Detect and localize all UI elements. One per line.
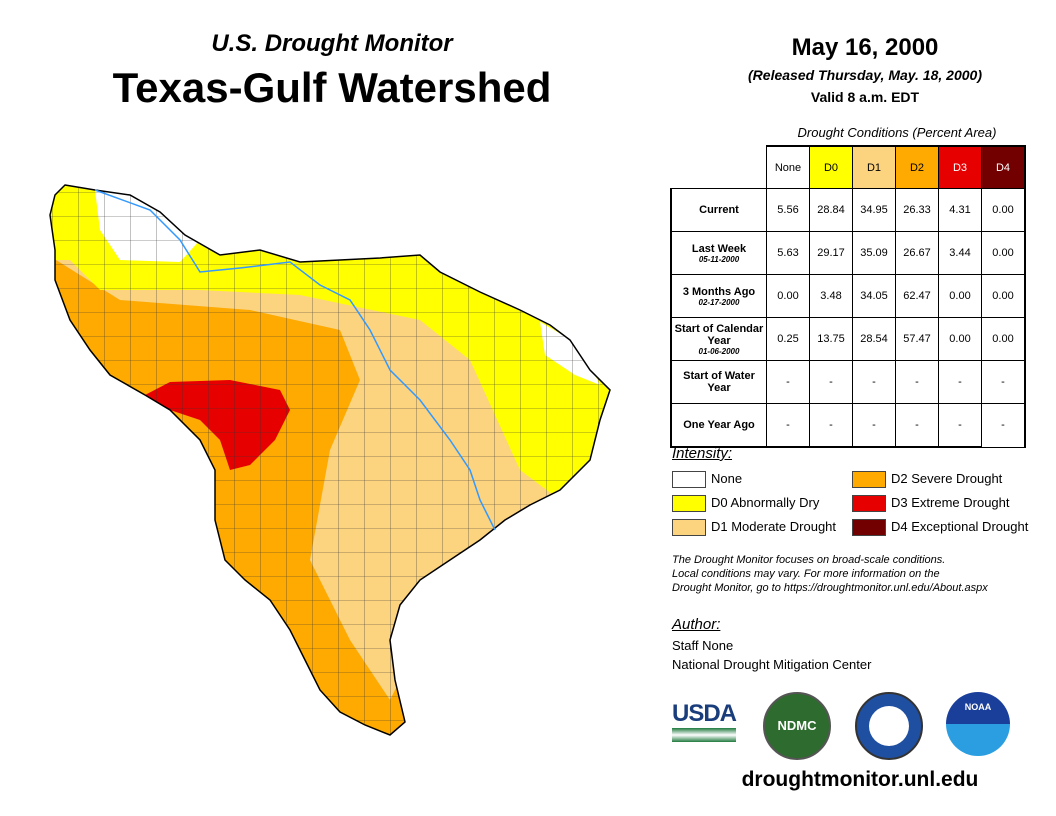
legend-swatch [672, 471, 706, 488]
legend-label: D2 Severe Drought [891, 471, 1003, 486]
legend-swatch [852, 471, 886, 488]
table-header-row: None D0 D1 D2 D3 D4 [671, 145, 1026, 189]
row-label: Start of Water Year [670, 360, 767, 404]
legend-label: D0 Abnormally Dry [711, 495, 820, 510]
table-cell: - [809, 360, 853, 404]
table-cell: 5.63 [766, 231, 810, 275]
table-cell: 0.25 [766, 317, 810, 361]
table-cell: 35.09 [852, 231, 896, 275]
table-cell: 0.00 [981, 317, 1026, 361]
table-cell: 57.47 [895, 317, 939, 361]
author-title: Author: [672, 616, 721, 633]
legend-label: D1 Moderate Drought [711, 519, 837, 534]
legend-swatch [672, 495, 706, 512]
table-cell: - [766, 360, 810, 404]
table-row: One Year Ago - - - - - - [670, 403, 1026, 448]
table-caption: Drought Conditions (Percent Area) [797, 125, 997, 140]
legend-label: None [711, 471, 743, 486]
col-d2: D2 [895, 145, 939, 189]
col-none: None [766, 145, 810, 189]
table-cell: 28.84 [809, 188, 853, 232]
col-d3: D3 [938, 145, 982, 189]
table-cell: 62.47 [895, 274, 939, 318]
table-cell: - [852, 360, 896, 404]
noaa-logo: NOAA [946, 692, 1010, 756]
legend-label: D4 Exceptional Drought [891, 519, 1029, 534]
table-cell: 3.44 [938, 231, 982, 275]
release-date: (Released Thursday, May. 18, 2000) [748, 67, 982, 83]
drought-conditions-table: None D0 D1 D2 D3 D4 Current 5.56 28.84 34.9… [670, 145, 1026, 448]
map-date: May 16, 2000 [791, 34, 939, 61]
commerce-seal-icon [855, 692, 923, 760]
ndmc-logo: NDMC [763, 692, 831, 760]
row-label: Start of Calendar Year 01-06-2000 [670, 317, 767, 361]
row-label: Current [670, 188, 767, 232]
author-org: National Drought Mitigation Center [672, 657, 872, 672]
legend-swatch [672, 519, 706, 536]
table-cell: - [852, 403, 896, 448]
author-name: Staff None [672, 638, 734, 653]
table-cell: 26.67 [895, 231, 939, 275]
col-d4: D4 [981, 145, 1026, 189]
disclaimer: The Drought Monitor focuses on broad-sca… [672, 553, 988, 595]
table-row: Current 5.56 28.84 34.95 26.33 4.31 0.00 [670, 188, 1026, 232]
table-row: Last Week 05-11-2000 5.63 29.17 35.09 26.67 3.… [670, 231, 1026, 275]
subtitle: U.S. Drought Monitor [211, 30, 453, 57]
table-cell: 13.75 [809, 317, 853, 361]
table-cell: 0.00 [938, 274, 982, 318]
usda-logo: USDA [672, 700, 737, 748]
table-cell: - [981, 403, 1026, 448]
watershed-map [49, 184, 611, 736]
table-cell: - [895, 403, 939, 448]
table-cell: 0.00 [981, 274, 1026, 318]
website-url[interactable]: droughtmonitor.unl.edu [741, 768, 979, 791]
table-cell: - [766, 403, 810, 448]
table-cell: 4.31 [938, 188, 982, 232]
table-cell: 26.33 [895, 188, 939, 232]
county-lines [50, 185, 610, 735]
table-cell: 0.00 [981, 231, 1026, 275]
row-label: One Year Ago [670, 403, 767, 448]
col-d0: D0 [809, 145, 853, 189]
table-cell: 0.00 [938, 317, 982, 361]
note-line: Drought Monitor, go to https://droughtmo… [672, 582, 988, 594]
legend-swatch [852, 495, 886, 512]
note-line: The Drought Monitor focuses on broad-sca… [672, 554, 946, 566]
table-cell: 3.48 [809, 274, 853, 318]
map-title: Texas-Gulf Watershed [112, 64, 552, 111]
table-row: Start of Calendar Year 01-06-2000 0.25 13.7… [670, 317, 1026, 361]
row-label: Last Week 05-11-2000 [670, 231, 767, 275]
table-cell: 34.05 [852, 274, 896, 318]
table-cell: 28.54 [852, 317, 896, 361]
legend-label: D3 Extreme Drought [891, 495, 1010, 510]
table-cell: - [895, 360, 939, 404]
table-cell: - [938, 403, 982, 448]
legend-swatch [852, 519, 886, 536]
col-d1: D1 [852, 145, 896, 189]
table-row: 3 Months Ago 02-17-2000 0.00 3.48 34.05 62.47… [670, 274, 1026, 318]
valid-time: Valid 8 a.m. EDT [810, 89, 920, 105]
table-cell: 0.00 [981, 188, 1026, 232]
river [94, 189, 496, 531]
table-cell: 5.56 [766, 188, 810, 232]
table-cell: - [938, 360, 982, 404]
table-cell: 0.00 [766, 274, 810, 318]
row-label: 3 Months Ago 02-17-2000 [670, 274, 767, 318]
note-line: Local conditions may vary. For more info… [672, 568, 940, 580]
table-cell: 29.17 [809, 231, 853, 275]
table-cell: 34.95 [852, 188, 896, 232]
legend-title: Intensity: [672, 445, 733, 462]
table-row: Start of Water Year - - - - - - [670, 360, 1026, 404]
table-cell: - [809, 403, 853, 448]
table-cell: - [981, 360, 1026, 404]
